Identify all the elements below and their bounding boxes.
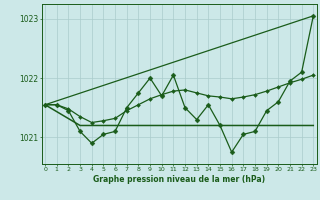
- X-axis label: Graphe pression niveau de la mer (hPa): Graphe pression niveau de la mer (hPa): [93, 175, 265, 184]
